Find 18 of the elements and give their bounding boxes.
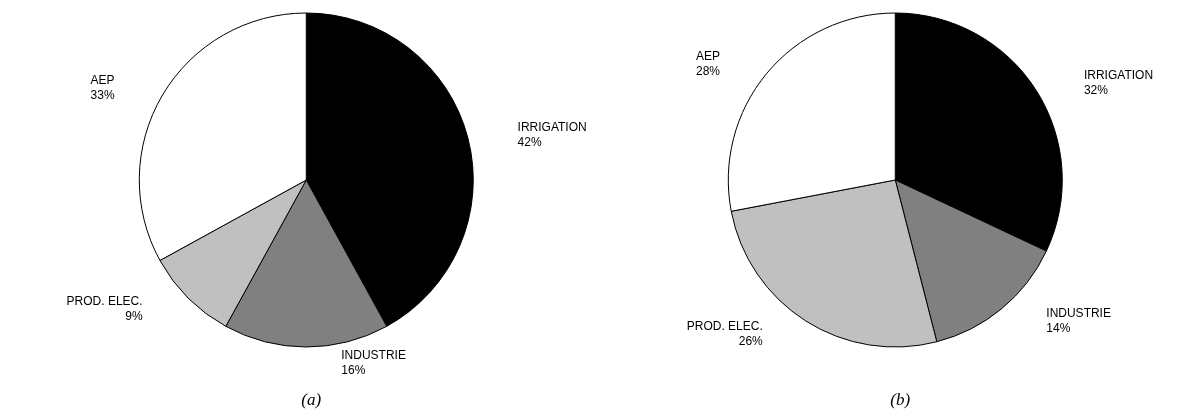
data-label: 28% bbox=[696, 64, 721, 79]
data-label: 9% bbox=[125, 309, 143, 324]
data-label: 32% bbox=[1083, 82, 1109, 97]
data-label: 42% bbox=[517, 135, 542, 150]
slice-label: PROD. ELEC. bbox=[686, 319, 763, 334]
data-label: 26% bbox=[738, 334, 764, 349]
slice-label: IRRIGATION bbox=[1083, 67, 1154, 82]
data-label: 14% bbox=[1046, 320, 1071, 335]
slice-label: INDUSTRIE bbox=[1046, 305, 1111, 320]
slice-label: AEP bbox=[90, 72, 115, 87]
text: (a) bbox=[301, 390, 322, 409]
data-label: 33% bbox=[90, 87, 115, 102]
data-label: 16% bbox=[341, 362, 366, 377]
text: (b) bbox=[890, 390, 911, 409]
slice-label: PROD. ELEC. bbox=[66, 294, 143, 309]
slice-label: AEP bbox=[696, 49, 721, 64]
slice-label: INDUSTRIE bbox=[341, 347, 406, 362]
slice-label: IRRIGATION bbox=[517, 120, 587, 135]
